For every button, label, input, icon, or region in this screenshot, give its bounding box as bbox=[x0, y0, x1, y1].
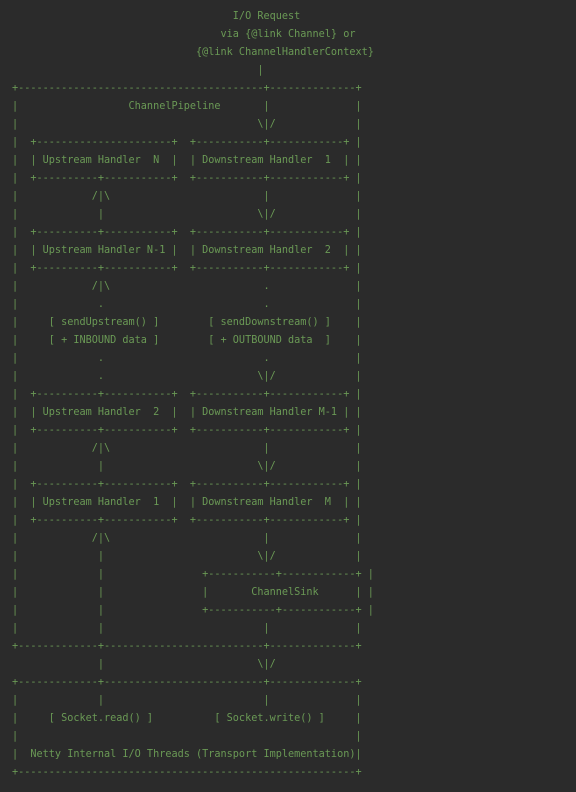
ascii-diagram: I/O Request via {@link Channel} or {@lin… bbox=[0, 0, 576, 782]
